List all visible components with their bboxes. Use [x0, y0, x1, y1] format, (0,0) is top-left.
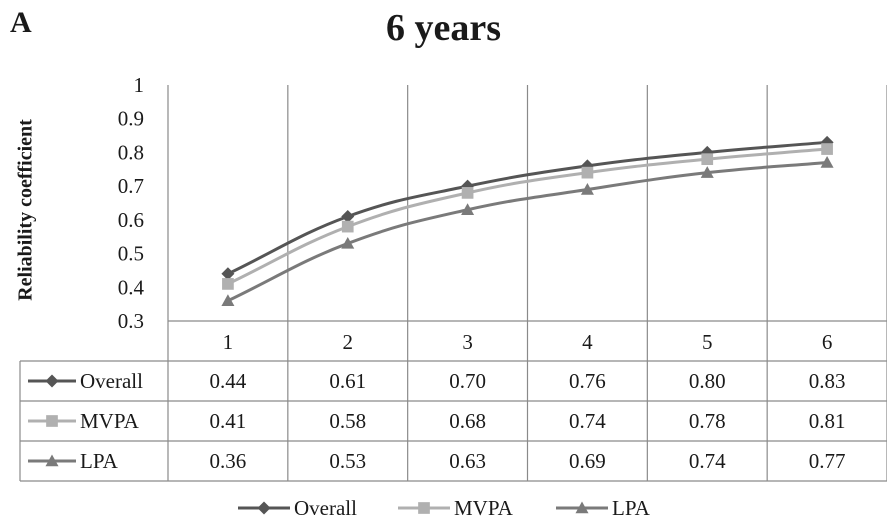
x-tick-label: 4 [582, 330, 593, 354]
legend-marker-overall [257, 501, 271, 515]
data-label-mvpa: 0.68 [449, 409, 486, 433]
data-label-overall: 0.83 [809, 369, 846, 393]
y-tick-label: 0.6 [118, 208, 144, 232]
legend-marker-mvpa [418, 502, 430, 514]
data-label-overall: 0.80 [689, 369, 726, 393]
data-point-lpa [580, 183, 594, 195]
data-label-mvpa: 0.81 [809, 409, 846, 433]
x-tick-label: 6 [822, 330, 833, 354]
y-tick-label: 0.7 [118, 174, 144, 198]
data-label-lpa: 0.74 [689, 449, 726, 473]
data-label-lpa: 0.77 [809, 449, 846, 473]
series-line-overall [227, 140, 828, 276]
x-tick-label: 3 [462, 330, 473, 354]
data-label-mvpa: 0.74 [569, 409, 606, 433]
data-point-lpa [700, 166, 714, 178]
data-label-overall: 0.61 [329, 369, 366, 393]
y-tick-label: 0.4 [118, 275, 145, 299]
y-tick-label: 0.9 [118, 107, 144, 131]
data-point-mvpa [222, 278, 234, 290]
data-label-overall: 0.70 [449, 369, 486, 393]
y-tick-label: 1 [134, 73, 145, 97]
panel-label: A [10, 6, 32, 39]
legend-entry-overall: Overall [294, 496, 357, 520]
table-legend-marker-lpa [45, 454, 59, 467]
legend-entry-lpa: LPA [612, 496, 651, 520]
data-label-mvpa: 0.58 [329, 409, 366, 433]
data-label-overall: 0.76 [569, 369, 606, 393]
y-tick-label: 0.8 [118, 140, 144, 164]
table-series-name-mvpa: MVPA [80, 409, 140, 433]
table-legend-marker-mvpa [46, 415, 58, 427]
data-point-lpa [221, 294, 235, 306]
data-point-lpa [820, 156, 834, 168]
data-point-lpa [341, 236, 355, 249]
y-tick-label: 0.3 [118, 309, 144, 333]
data-label-mvpa: 0.78 [689, 409, 726, 433]
table-series-name-overall: Overall [80, 369, 143, 393]
data-point-overall [341, 209, 355, 223]
data-label-lpa: 0.53 [329, 449, 366, 473]
series-line-lpa [227, 161, 828, 303]
table-legend-marker-overall [45, 374, 59, 388]
data-point-mvpa [461, 187, 474, 199]
data-point-mvpa [581, 166, 594, 179]
x-tick-label: 1 [223, 330, 234, 354]
data-point-mvpa [701, 153, 714, 166]
legend-marker-lpa [575, 501, 589, 514]
y-tick-label: 0.5 [118, 242, 144, 266]
data-label-lpa: 0.69 [569, 449, 606, 473]
data-label-lpa: 0.36 [210, 449, 247, 473]
table-series-name-lpa: LPA [80, 449, 119, 473]
data-label-mvpa: 0.41 [210, 409, 247, 433]
data-point-overall [221, 267, 235, 281]
data-label-lpa: 0.63 [449, 449, 486, 473]
data-label-overall: 0.44 [210, 369, 247, 393]
series-line-mvpa [227, 147, 828, 286]
legend-entry-mvpa: MVPA [454, 496, 514, 520]
x-tick-label: 5 [702, 330, 713, 354]
data-point-mvpa [821, 143, 833, 155]
data-point-mvpa [341, 220, 354, 233]
data-point-lpa [461, 203, 475, 215]
x-tick-label: 2 [343, 330, 354, 354]
chart-title: 6 years [385, 7, 502, 49]
